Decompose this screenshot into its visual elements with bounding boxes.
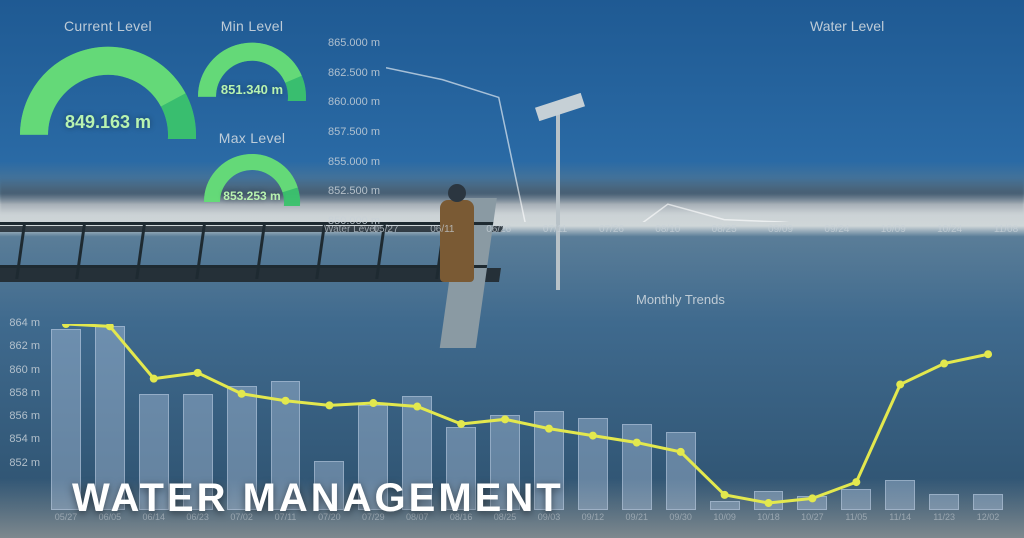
monthly-trends-x-tick: 09/12 (576, 512, 610, 522)
water-level-chart (386, 44, 1006, 222)
water-level-x-tick: 09/09 (761, 224, 801, 235)
water-level-x-tick: 07/26 (591, 224, 631, 235)
dashboard-canvas: Current Level 849.163 m Min Level 851.34… (0, 0, 1024, 538)
gauge-max-title: Max Level (202, 130, 302, 146)
gauge-max-level: Max Level 853.253 m (202, 130, 302, 211)
water-level-y-tick: 855.000 m (316, 156, 380, 168)
water-level-x-tick: 10/09 (873, 224, 913, 235)
monthly-trends-title: Monthly Trends (636, 292, 725, 307)
monthly-trends-x-tick: 11/05 (839, 512, 873, 522)
water-level-x-tick: 11/08 (986, 224, 1024, 235)
water-level-y-tick: 852.500 m (316, 185, 380, 197)
water-level-x-tick: 06/26 (479, 224, 519, 235)
gauge-min-title: Min Level (196, 18, 308, 34)
monthly-trends-x-tick: 11/23 (927, 512, 961, 522)
water-level-x-tick: 10/24 (930, 224, 970, 235)
monthly-trends-y-tick: 864 m (0, 317, 40, 329)
monthly-trends-x-tick: 11/14 (883, 512, 917, 522)
monthly-trends-y-tick: 854 m (0, 433, 40, 445)
gauge-current-level: Current Level 849.163 m (18, 18, 198, 144)
pier-railing (0, 222, 493, 268)
monthly-trends-x-tick: 10/18 (752, 512, 786, 522)
gauge-current-title: Current Level (18, 18, 198, 34)
monthly-trends-x-tick: 09/30 (664, 512, 698, 522)
water-level-y-tick: 865.000 m (316, 37, 380, 49)
monthly-trends-x-tick: 12/02 (971, 512, 1005, 522)
monthly-trends-x-tick: 10/27 (795, 512, 829, 522)
gauge-value: 851.340 m (196, 82, 308, 97)
monthly-trends-y-tick: 862 m (0, 340, 40, 352)
water-level-x-tick: 08/25 (704, 224, 744, 235)
monthly-trends-y-tick: 856 m (0, 410, 40, 422)
gauge-value: 849.163 m (18, 112, 198, 133)
monthly-trends-x-tick: 09/21 (620, 512, 654, 522)
water-level-x-tick: 06/11 (422, 224, 462, 235)
monthly-trends-y-tick: 860 m (0, 364, 40, 376)
gauge-min-level: Min Level 851.340 m (196, 18, 308, 106)
monthly-trends-x-tick: 10/09 (708, 512, 742, 522)
monthly-trends-y-tick: 858 m (0, 387, 40, 399)
monthly-trends-y-tick: 852 m (0, 457, 40, 469)
water-level-x-tick: 07/11 (535, 224, 575, 235)
water-level-title: Water Level (810, 18, 884, 34)
gauge-value: 853.253 m (202, 189, 302, 203)
water-level-x-tick: 08/10 (648, 224, 688, 235)
water-level-x-tick: 09/24 (817, 224, 857, 235)
water-level-y-tick: 860.000 m (316, 96, 380, 108)
water-level-axis-note: Water Level (324, 224, 377, 235)
water-level-y-tick: 862.500 m (316, 67, 380, 79)
water-level-y-tick: 857.500 m (316, 126, 380, 138)
headline-text: WATER MANAGEMENT (72, 476, 564, 521)
